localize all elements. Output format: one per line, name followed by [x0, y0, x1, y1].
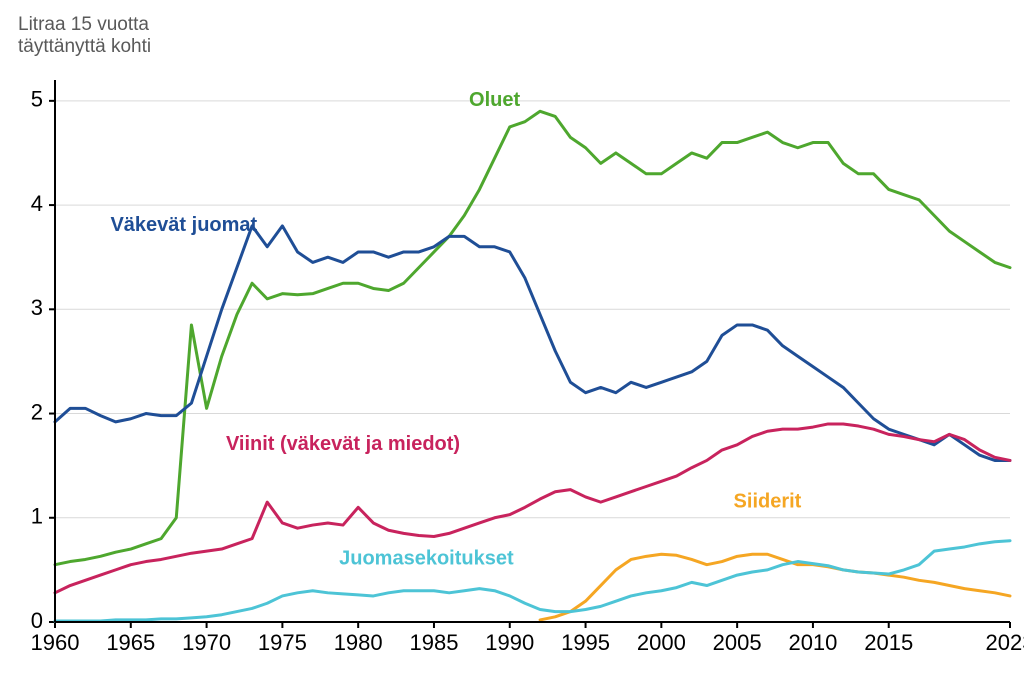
x-tick-label: 2015	[864, 630, 913, 655]
x-tick-label: 1970	[182, 630, 231, 655]
x-tick-label: 1985	[409, 630, 458, 655]
series-label-viinit: Viinit (väkevät ja miedot)	[226, 433, 460, 455]
y-tick-label: 1	[31, 504, 43, 529]
x-tick-label: 2010	[788, 630, 837, 655]
y-tick-label: 5	[31, 87, 43, 112]
x-tick-label: 1995	[561, 630, 610, 655]
x-tick-label: 1965	[106, 630, 155, 655]
x-tick-label: 2000	[637, 630, 686, 655]
x-tick-label: 1975	[258, 630, 307, 655]
series-label-väkevät juomat: Väkevät juomat	[110, 214, 257, 236]
y-tick-label: 2	[31, 399, 43, 424]
chart-svg: 0123451960196519701975198019851990199520…	[0, 0, 1024, 687]
x-tick-label: 1960	[31, 630, 80, 655]
series-label-siiderit: Siiderit	[734, 490, 802, 512]
x-tick-label: 1980	[334, 630, 383, 655]
x-tick-label: 2005	[713, 630, 762, 655]
series-label-oluet: Oluet	[469, 89, 520, 111]
y-tick-label: 4	[31, 191, 43, 216]
y-axis-title: Litraa 15 vuottatäyttänyttä kohti	[18, 14, 151, 57]
y-tick-label: 3	[31, 295, 43, 320]
line-chart: 0123451960196519701975198019851990199520…	[0, 0, 1024, 687]
series-label-juomasekoitukset: Juomasekoitukset	[339, 548, 514, 570]
x-tick-label: 1990	[485, 630, 534, 655]
x-tick-label: 2023	[986, 630, 1024, 655]
